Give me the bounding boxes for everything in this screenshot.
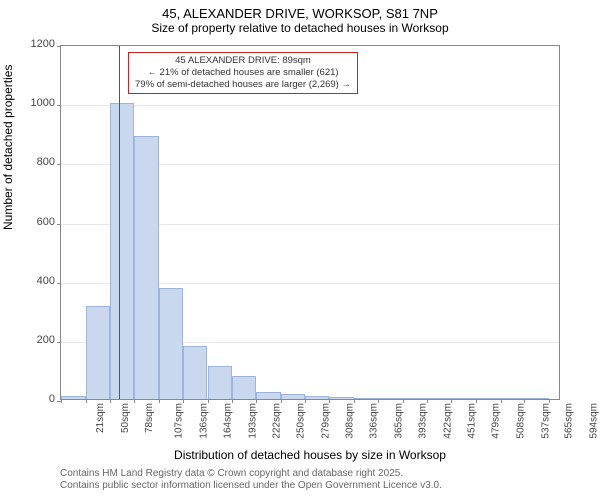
y-tick-label: 600: [37, 216, 61, 228]
x-tick-label: 136sqm: [199, 403, 210, 439]
histogram-bar: [110, 103, 135, 399]
y-tick-label: 400: [37, 275, 61, 287]
x-tick-label: 365sqm: [394, 403, 405, 439]
x-tick-label: 336sqm: [369, 403, 380, 439]
histogram-bar: [476, 398, 501, 399]
histogram-bar: [256, 392, 281, 399]
x-tick-mark: [208, 399, 209, 403]
footer-text: Contains HM Land Registry data © Crown c…: [60, 468, 442, 492]
footer-line-1: Contains HM Land Registry data © Crown c…: [60, 468, 442, 480]
chart-subtitle: Size of property relative to detached ho…: [0, 21, 600, 35]
histogram-bar: [61, 396, 86, 399]
x-tick-label: 164sqm: [222, 403, 233, 439]
y-tick-label: 0: [49, 393, 61, 405]
x-tick-mark: [427, 399, 428, 403]
y-tick-label: 1200: [31, 38, 61, 50]
x-tick-label: 565sqm: [564, 403, 575, 439]
x-tick-label: 451sqm: [467, 403, 478, 439]
x-tick-mark: [281, 399, 282, 403]
histogram-bar: [281, 394, 306, 399]
x-tick-label: 479sqm: [491, 403, 502, 439]
x-tick-mark: [524, 399, 525, 403]
y-tick-label: 1000: [31, 97, 61, 109]
histogram-bar: [86, 306, 110, 399]
annotation-line: 45 ALEXANDER DRIVE: 89sqm: [135, 55, 351, 67]
x-tick-label: 21sqm: [95, 403, 106, 433]
histogram-bar: [354, 398, 378, 399]
x-tick-mark: [256, 399, 257, 403]
x-tick-mark: [183, 399, 184, 403]
x-tick-mark: [134, 399, 135, 403]
x-tick-label: 78sqm: [144, 403, 155, 433]
x-tick-label: 50sqm: [120, 403, 131, 433]
x-tick-label: 250sqm: [296, 403, 307, 439]
annotation-line: ← 21% of detached houses are smaller (62…: [135, 67, 351, 79]
x-tick-mark: [501, 399, 502, 403]
histogram-bar: [451, 398, 476, 399]
histogram-bar: [329, 397, 354, 399]
x-tick-mark: [403, 399, 404, 403]
x-tick-label: 422sqm: [442, 403, 453, 439]
histogram-bar: [403, 398, 428, 399]
annotation-line: 79% of semi-detached houses are larger (…: [135, 79, 351, 91]
x-tick-mark: [86, 399, 87, 403]
plot-area: 02004006008001000120021sqm50sqm78sqm107s…: [60, 45, 560, 400]
y-tick-label: 200: [37, 334, 61, 346]
x-tick-label: 222sqm: [272, 403, 283, 439]
histogram-bar: [524, 398, 549, 399]
x-tick-label: 279sqm: [320, 403, 331, 439]
grid-line: [61, 105, 559, 106]
y-axis-label: Number of detached properties: [1, 214, 15, 230]
x-tick-label: 308sqm: [345, 403, 356, 439]
y-tick-label: 800: [37, 156, 61, 168]
histogram-bar: [159, 288, 183, 399]
title-block: 45, ALEXANDER DRIVE, WORKSOP, S81 7NP Si…: [0, 6, 600, 35]
x-tick-mark: [451, 399, 452, 403]
histogram-bar: [501, 398, 525, 399]
histogram-bar: [134, 136, 159, 399]
footer-line-2: Contains public sector information licen…: [60, 480, 442, 492]
x-tick-label: 508sqm: [515, 403, 526, 439]
histogram-bar: [232, 376, 256, 399]
marker-line: [119, 46, 121, 399]
x-tick-mark: [476, 399, 477, 403]
x-tick-mark: [305, 399, 306, 403]
chart-title: 45, ALEXANDER DRIVE, WORKSOP, S81 7NP: [0, 6, 600, 21]
x-tick-mark: [110, 399, 111, 403]
x-tick-mark: [329, 399, 330, 403]
x-tick-label: 594sqm: [589, 403, 600, 439]
x-tick-mark: [378, 399, 379, 403]
chart-container: 45, ALEXANDER DRIVE, WORKSOP, S81 7NP Si…: [0, 0, 600, 500]
histogram-bar: [305, 396, 329, 399]
annotation-box: 45 ALEXANDER DRIVE: 89sqm← 21% of detach…: [128, 52, 358, 94]
histogram-bar: [208, 366, 233, 399]
x-tick-label: 193sqm: [247, 403, 258, 439]
x-tick-label: 107sqm: [174, 403, 185, 439]
x-tick-mark: [159, 399, 160, 403]
x-tick-mark: [232, 399, 233, 403]
x-tick-mark: [354, 399, 355, 403]
histogram-bar: [378, 398, 403, 399]
x-tick-mark: [549, 399, 550, 403]
histogram-bar: [183, 346, 208, 399]
histogram-bar: [427, 398, 451, 399]
x-axis-label: Distribution of detached houses by size …: [60, 448, 560, 462]
x-tick-label: 393sqm: [417, 403, 428, 439]
x-tick-mark: [61, 399, 62, 403]
x-tick-label: 537sqm: [540, 403, 551, 439]
